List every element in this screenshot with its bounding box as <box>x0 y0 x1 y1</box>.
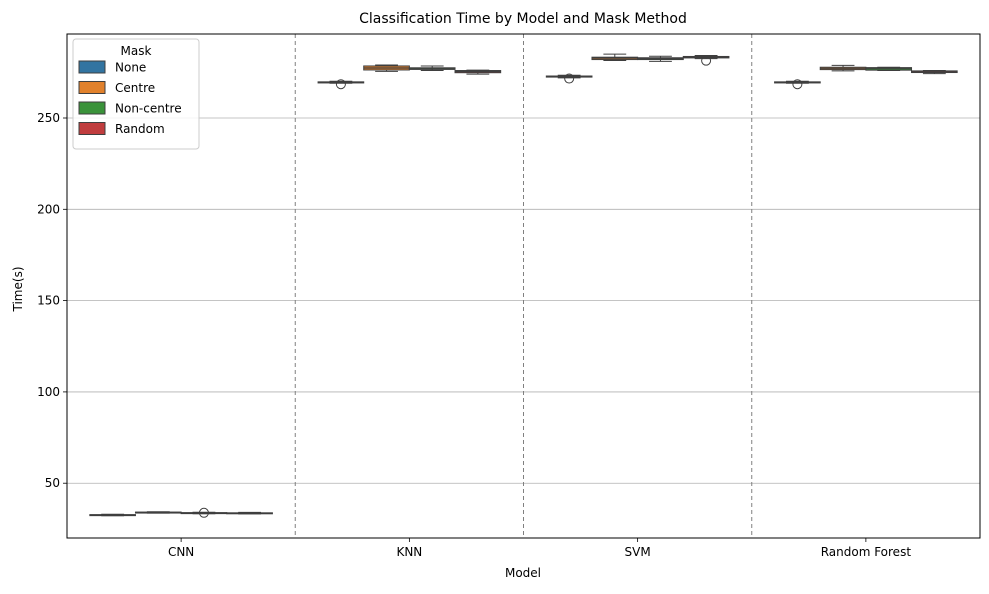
box-random-knn <box>454 69 502 75</box>
y-axis-ticks: 50 100 150 200 250 <box>37 111 67 490</box>
box-random-cnn <box>226 511 273 515</box>
box-centre-cnn <box>134 511 182 514</box>
outlier-point <box>335 79 346 90</box>
legend-swatch <box>78 81 106 94</box>
legend-title: Mask <box>121 44 152 58</box>
box-none-random-forest <box>774 79 821 90</box>
box-non-centre-random-forest <box>865 66 913 72</box>
x-tick-label: KNN <box>396 545 422 559</box>
box-layer <box>89 53 958 518</box>
y-tick-label: 250 <box>37 111 60 125</box>
legend-swatch <box>78 122 106 135</box>
chart-title: Classification Time by Model and Mask Me… <box>359 11 687 27</box>
legend: Mask None Centre Non-centre Random <box>72 38 200 150</box>
box-none-knn <box>317 79 365 90</box>
outlier-point <box>564 73 575 84</box>
box-non-centre-knn <box>408 65 456 72</box>
legend-label: Non-centre <box>115 102 182 116</box>
box-none-svm <box>545 73 593 84</box>
x-tick-label: Random Forest <box>821 545 912 559</box>
x-axis-label: Model <box>505 566 541 580</box>
legend-swatch <box>78 60 106 74</box>
y-tick-label: 100 <box>37 385 60 399</box>
legend-label: Centre <box>115 81 155 95</box>
x-axis-ticks: CNN KNN SVM Random Forest <box>168 538 911 559</box>
x-tick-label: SVM <box>625 545 651 559</box>
box-centre-knn <box>363 64 410 72</box>
box-random-svm <box>682 55 730 66</box>
x-tick-label: CNN <box>168 545 194 559</box>
legend-label: None <box>115 61 146 75</box>
outlier-point <box>198 507 209 518</box>
outlier-point <box>792 79 803 90</box>
box-none-cnn <box>89 513 136 517</box>
legend-label: Random <box>115 122 165 136</box>
y-tick-label: 200 <box>37 202 60 216</box>
y-axis-label: Time(s) <box>11 267 25 313</box>
box-random-random-forest <box>911 70 958 75</box>
group-separators <box>294 34 753 538</box>
legend-entries: None Centre Non-centre Random <box>78 60 182 136</box>
plot-area-frame <box>66 33 981 539</box>
outlier-point <box>701 55 712 66</box>
y-tick-label: 150 <box>37 294 60 308</box>
box-non-centre-svm <box>637 55 684 62</box>
y-tick-label: 50 <box>45 476 60 490</box>
box-non-centre-cnn <box>180 511 228 515</box>
legend-swatch <box>78 101 106 115</box>
